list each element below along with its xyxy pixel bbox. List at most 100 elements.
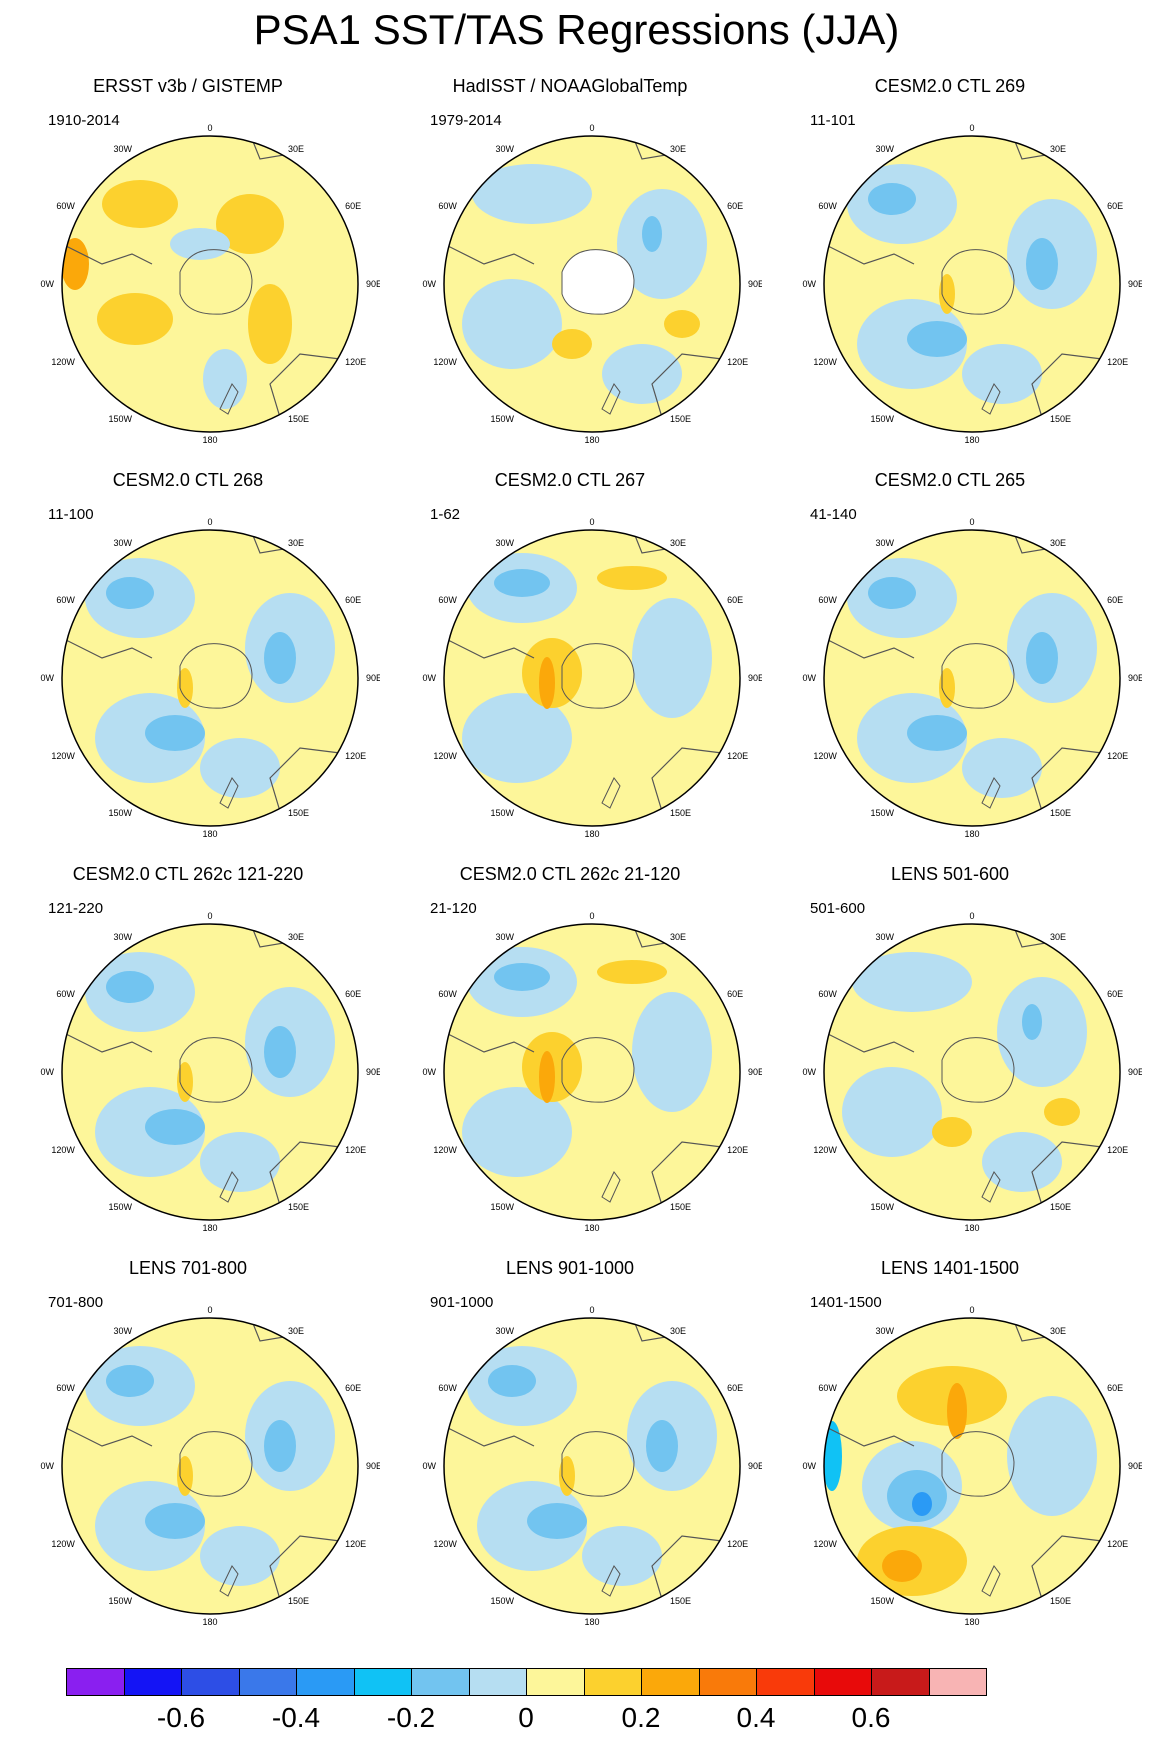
longitude-label: 60E: [727, 989, 743, 999]
longitude-label: 30E: [288, 1326, 304, 1336]
south-america-coast: [824, 637, 915, 659]
anomaly-region: [106, 577, 154, 609]
longitude-label: 30W: [113, 144, 132, 154]
map-panel: HadISST / NOAAGlobalTemp 0 30E 60E 90E 120E 15…: [400, 76, 762, 456]
anomaly-region: [852, 952, 972, 1012]
colorbar-cell: [66, 1668, 125, 1696]
longitude-label: 0: [207, 123, 212, 133]
map-panel: CESM2.0 CTL 262c 21-120 0 30E 60E 90E 120E 150…: [400, 864, 762, 1244]
colorbar-tick-label: 0.6: [851, 1702, 891, 1733]
longitude-label: 150E: [288, 808, 309, 818]
polar-map: 0 30E 60E 90E 120E 150E 180 150W 120W 90W 60W 30W: [422, 1305, 762, 1627]
polar-map: 0 30E 60E 90E 120E 150E 180 150W 120W 90W 60W 30W: [40, 123, 380, 445]
longitude-label: 30W: [875, 932, 894, 942]
longitude-label: 60E: [1107, 595, 1123, 605]
longitude-label: 0: [589, 123, 594, 133]
longitude-label: 60W: [56, 1383, 75, 1393]
longitude-label: 30W: [875, 1326, 894, 1336]
polar-map: 0 30E 60E 90E 120E 150E 180 150W 120W 90W 60W 30W: [40, 911, 380, 1233]
new-zealand-coast: [219, 1171, 239, 1203]
anomaly-region: [912, 1492, 932, 1516]
australia-coast: [1031, 353, 1103, 432]
map-panel: ERSST v3b / GISTEMP 0 30E 60E 90E 120E 150E 180…: [18, 76, 380, 456]
longitude-label: 60W: [56, 595, 75, 605]
map-boundary: [61, 923, 359, 1221]
longitude-label: 150W: [108, 808, 132, 818]
longitude-label: 30W: [113, 538, 132, 548]
anomaly-region: [145, 715, 205, 751]
period-label: 11-100: [48, 506, 94, 523]
anomaly-region: [200, 1526, 280, 1586]
longitude-label: 180: [964, 1617, 979, 1627]
longitude-label: 150E: [670, 1202, 691, 1212]
longitude-label: 60E: [1107, 989, 1123, 999]
new-zealand-coast: [219, 383, 239, 415]
anomaly-region: [264, 1026, 296, 1078]
longitude-label: 180: [202, 829, 217, 839]
longitude-label: 120E: [727, 1539, 748, 1549]
longitude-label: 30W: [113, 932, 132, 942]
period-label: 1-62: [430, 506, 461, 523]
panel-title: CESM2.0 CTL 262c 121-220: [72, 864, 304, 884]
map-boundary: [443, 135, 741, 433]
panel-title: HadISST / NOAAGlobalTemp: [452, 76, 688, 96]
south-america-coast: [824, 1031, 915, 1053]
longitude-label: 30E: [670, 932, 686, 942]
longitude-label: 30W: [495, 144, 514, 154]
period-label: 1401-1500: [810, 1294, 882, 1311]
map-panel: LENS 901-1000 0 30E 60E 90E 120E 150E 180 150W 12…: [400, 1258, 762, 1638]
longitude-label: 150E: [1050, 808, 1071, 818]
anomaly-region: [982, 1132, 1062, 1192]
anomaly-region: [646, 1420, 678, 1472]
polar-map: 0 30E 60E 90E 120E 150E 180 150W 120W 90W 60W 30W: [802, 1305, 1142, 1627]
antarctica-outline: [179, 643, 253, 709]
longitude-label: 150E: [670, 414, 691, 424]
longitude-label: 150W: [108, 1596, 132, 1606]
colorbar-cell: [296, 1668, 355, 1696]
colorbar-tick-label: -0.2: [386, 1702, 436, 1733]
longitude-label: 60E: [345, 595, 361, 605]
polar-map: 0 30E 60E 90E 120E 150E 180 150W 120W 90W 60W 30W: [802, 123, 1142, 445]
colorbar-cell: [468, 1668, 527, 1696]
south-america-coast: [444, 1425, 535, 1447]
antarctica-outline: [941, 643, 1015, 709]
longitude-label: 180: [202, 1223, 217, 1233]
map-boundary: [823, 1317, 1121, 1615]
new-zealand-coast: [601, 383, 621, 415]
south-america-coast: [824, 1425, 915, 1447]
colorbar-tick-label: 0: [518, 1702, 534, 1733]
map-panel: CESM2.0 CTL 268 0 30E 60E 90E 120E 150E 180 150W…: [18, 470, 380, 850]
australia-coast: [1031, 1535, 1103, 1614]
panel-title: CESM2.0 CTL 262c 21-120: [459, 864, 681, 884]
anomaly-region: [597, 566, 667, 590]
panel-title: LENS 501-600: [890, 864, 1010, 884]
longitude-label: 120E: [1107, 1539, 1128, 1549]
longitude-label: 90W: [802, 279, 816, 289]
longitude-label: 30W: [875, 144, 894, 154]
australia-coast: [651, 1535, 723, 1614]
anomaly-region: [947, 1383, 967, 1439]
period-label: 21-120: [430, 900, 477, 917]
longitude-label: 30E: [1050, 538, 1066, 548]
longitude-label: 180: [584, 1223, 599, 1233]
longitude-label: 150W: [490, 1596, 514, 1606]
anomaly-region: [462, 1087, 572, 1177]
new-zealand-coast: [981, 1171, 1001, 1203]
longitude-label: 30E: [670, 144, 686, 154]
colorbar-tick-label: -0.6: [156, 1702, 206, 1733]
longitude-label: 90E: [366, 673, 380, 683]
anomaly-region: [868, 577, 916, 609]
anomaly-region: [145, 1109, 205, 1145]
anomaly-region: [882, 1550, 922, 1582]
longitude-label: 150W: [870, 1596, 894, 1606]
polar-map: 0 30E 60E 90E 120E 150E 180 150W 120W 90W 60W 30W: [802, 517, 1142, 839]
longitude-label: 90W: [40, 1461, 54, 1471]
antarctica-outline: [179, 1037, 253, 1103]
colorbar-cell: [181, 1668, 240, 1696]
longitude-label: 0: [589, 911, 594, 921]
map-boundary: [61, 529, 359, 827]
longitude-label: 90W: [802, 673, 816, 683]
map-boundary: [823, 135, 1121, 433]
longitude-label: 30E: [288, 144, 304, 154]
longitude-label: 60W: [438, 595, 457, 605]
